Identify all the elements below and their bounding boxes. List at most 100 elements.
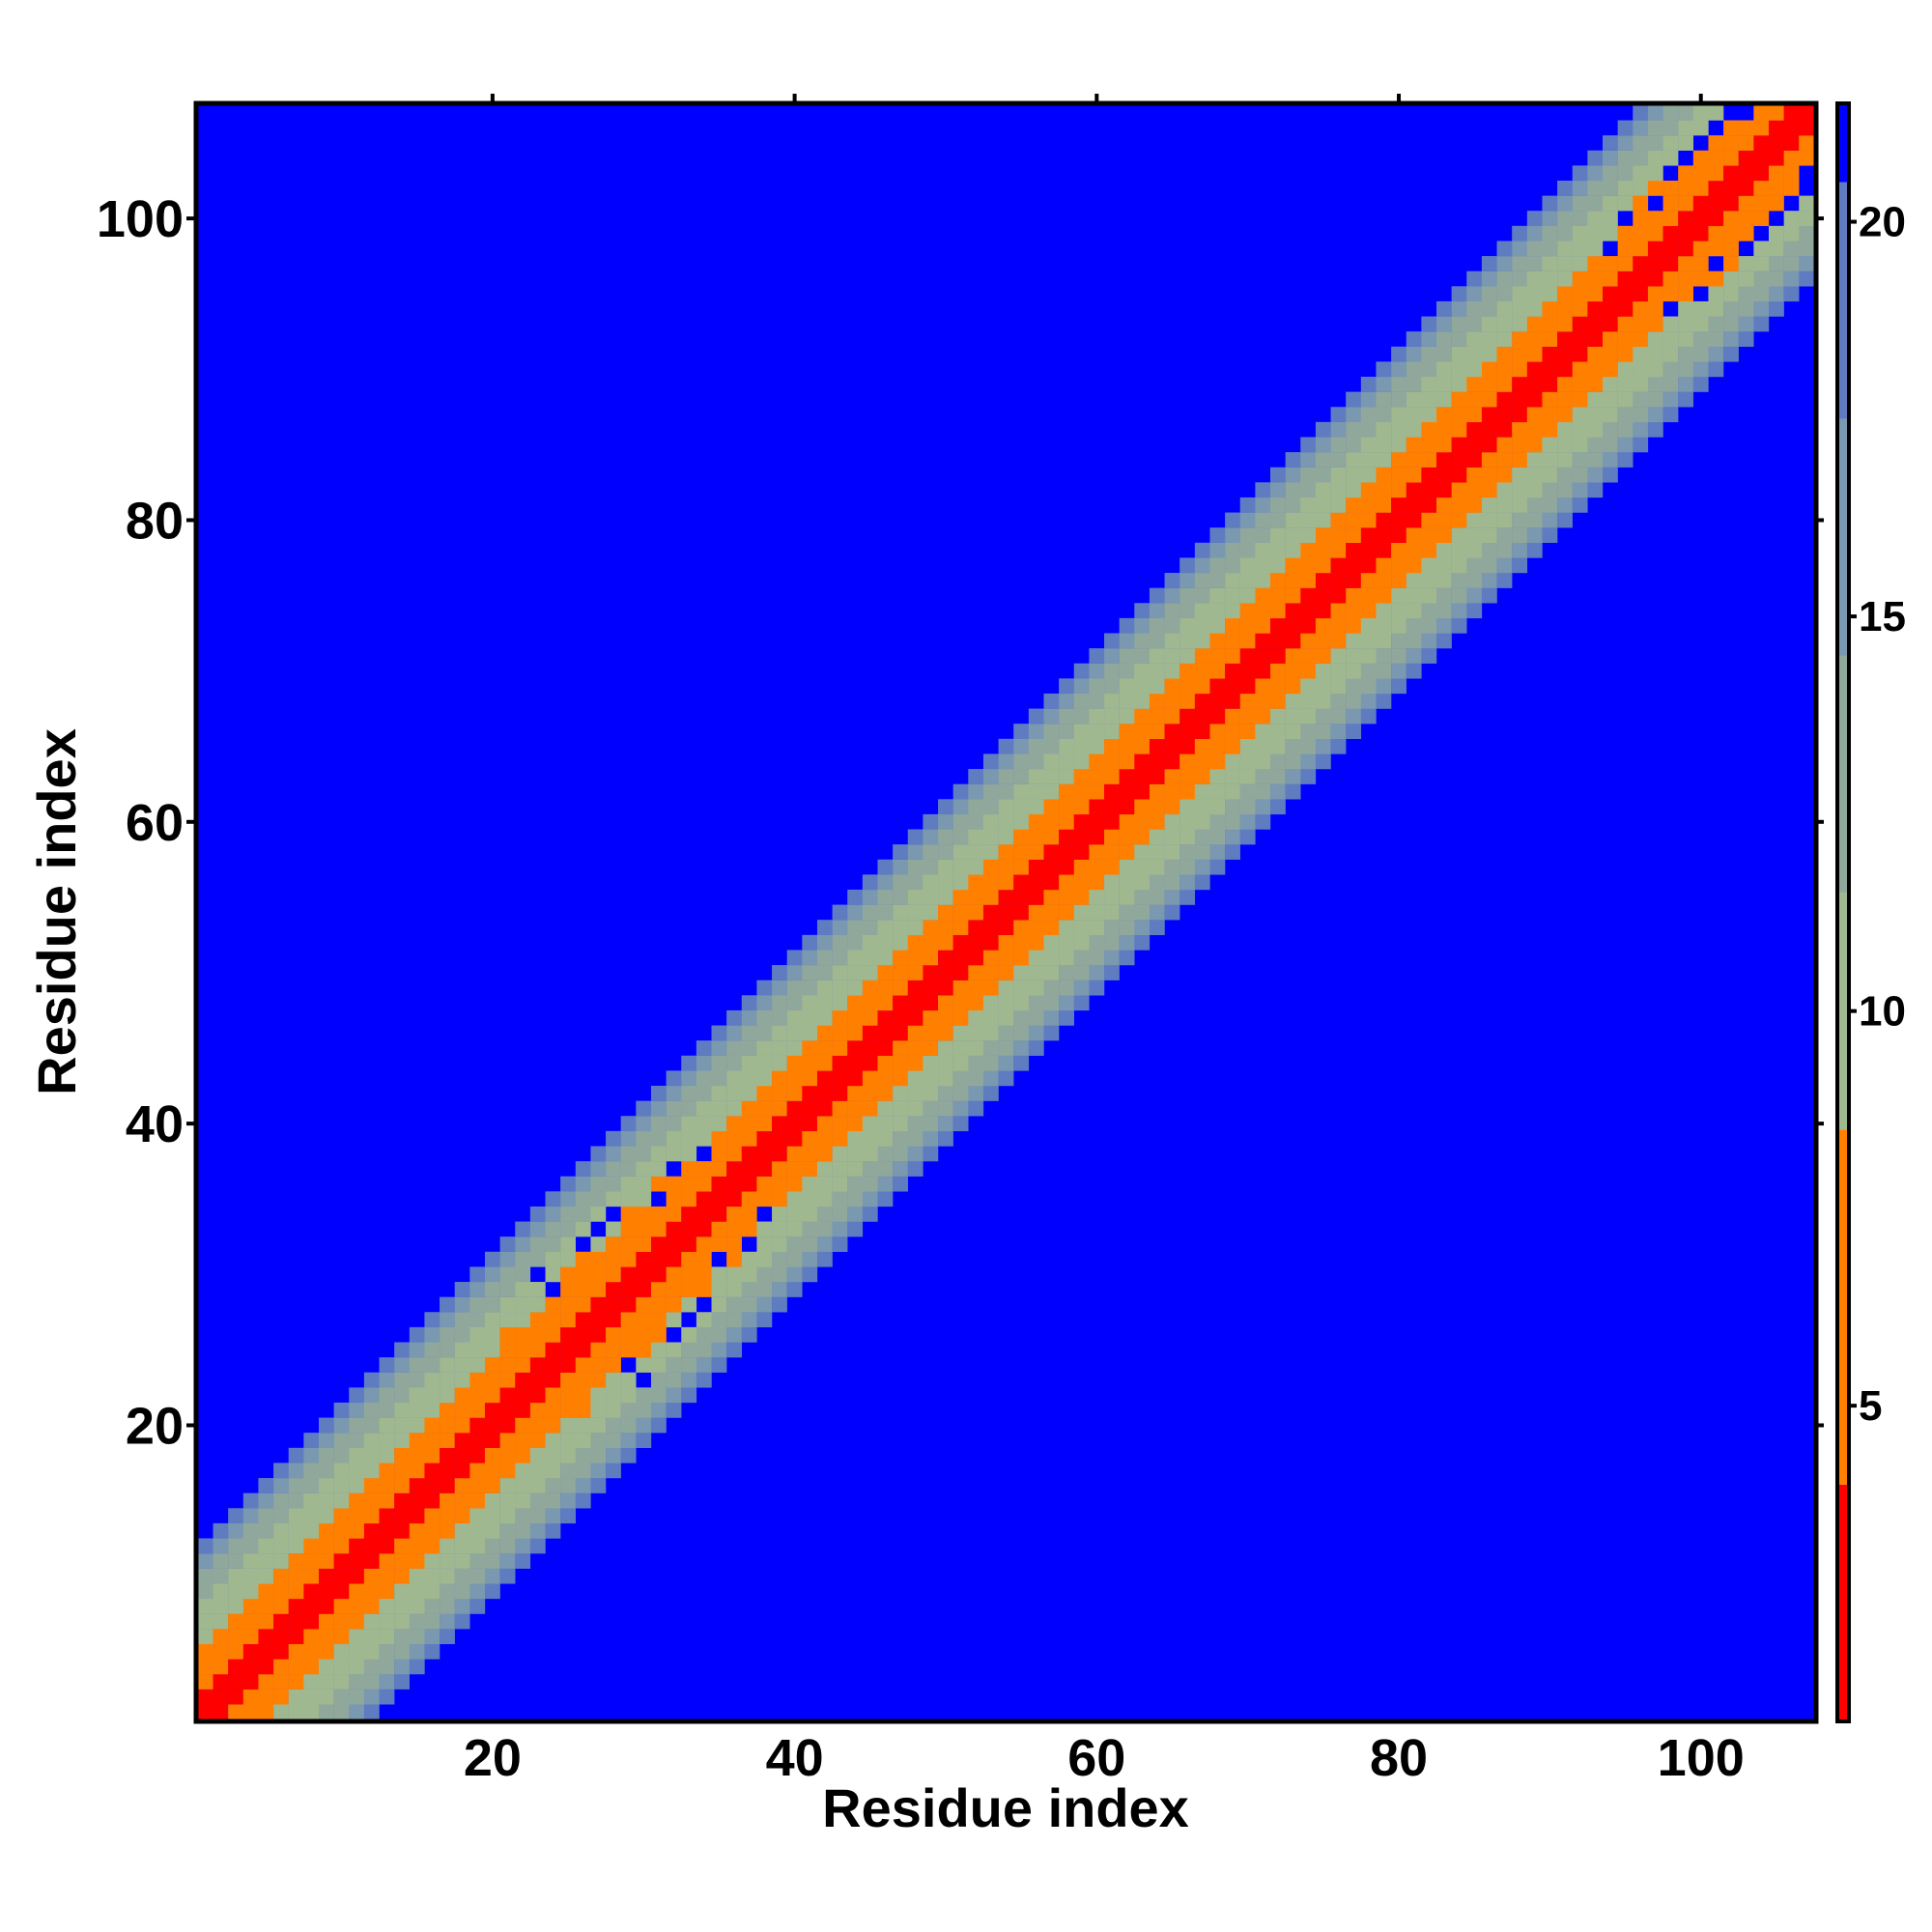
heatmap-cell: [1119, 859, 1135, 875]
heatmap-cell: [1421, 316, 1437, 332]
heatmap-cell: [1692, 316, 1709, 332]
heatmap-cell: [1330, 648, 1347, 664]
heatmap-cell: [545, 1447, 561, 1463]
heatmap-cell: [1028, 753, 1044, 770]
heatmap-cell: [1104, 965, 1120, 980]
heatmap-cell: [816, 1009, 833, 1026]
heatmap-cell: [968, 1085, 984, 1101]
heatmap-cell: [273, 1674, 289, 1690]
heatmap-cell: [952, 813, 969, 830]
heatmap-cell: [923, 965, 939, 980]
heatmap-cell: [1089, 829, 1105, 845]
heatmap-cell: [1239, 542, 1256, 558]
heatmap-cell: [1209, 844, 1226, 860]
heatmap-cell: [349, 1583, 365, 1600]
heatmap-cell: [1708, 241, 1724, 257]
heatmap-cell: [1013, 844, 1030, 860]
heatmap-cell: [1315, 482, 1331, 498]
heatmap-cell: [1134, 769, 1151, 784]
heatmap-cell: [938, 965, 953, 980]
heatmap-cell: [1179, 663, 1196, 679]
heatmap-cell: [318, 1598, 334, 1614]
heatmap-cell: [1496, 300, 1513, 317]
heatmap-cell: [1149, 813, 1165, 830]
heatmap-cell: [968, 859, 984, 875]
heatmap-cell: [1768, 241, 1784, 257]
heatmap-cell: [1708, 165, 1724, 182]
heatmap-cell: [1572, 497, 1588, 513]
heatmap-cell: [1270, 693, 1286, 709]
heatmap-cell: [1557, 512, 1573, 528]
heatmap-cell: [1481, 346, 1497, 362]
heatmap-cell: [893, 1146, 908, 1162]
heatmap-cell: [349, 1508, 365, 1524]
heatmap-cell: [1481, 467, 1497, 483]
heatmap-cell: [952, 1070, 969, 1087]
heatmap-cell: [786, 1100, 803, 1117]
heatmap-cell: [666, 1130, 682, 1147]
heatmap-cell: [1285, 617, 1301, 634]
heatmap-cell: [726, 1146, 742, 1162]
heatmap-cell: [349, 1447, 365, 1463]
heatmap-cell: [726, 1176, 742, 1192]
heatmap-cell: [545, 1206, 561, 1222]
heatmap-cell: [499, 1251, 516, 1267]
heatmap-cell: [1481, 300, 1497, 317]
heatmap-cell: [1647, 361, 1663, 378]
heatmap-cell: [832, 904, 848, 921]
heatmap-cell: [1315, 617, 1331, 634]
heatmap-cell: [303, 1689, 320, 1705]
heatmap-cell: [620, 1372, 637, 1388]
heatmap-cell: [968, 904, 984, 921]
heatmap-cell: [454, 1433, 470, 1448]
heatmap-cell: [1255, 587, 1271, 604]
heatmap-cell: [318, 1553, 334, 1569]
heatmap-cell: [1708, 286, 1724, 302]
heatmap-cell: [1481, 452, 1497, 468]
heatmap-cell: [877, 904, 894, 921]
heatmap-cell: [650, 1176, 667, 1192]
heatmap-cell: [1089, 859, 1105, 875]
heatmap-cell: [696, 1326, 712, 1343]
heatmap-cell: [1194, 663, 1210, 679]
heatmap-cell: [1723, 286, 1739, 302]
heatmap-cell: [1255, 557, 1271, 574]
heatmap-cell: [394, 1433, 410, 1448]
heatmap-cell: [772, 1100, 787, 1117]
heatmap-cell: [1104, 693, 1120, 709]
heatmap-cell: [1315, 557, 1331, 574]
heatmap-cell: [696, 1085, 712, 1101]
heatmap-cell: [469, 1463, 486, 1479]
heatmap-cell: [741, 1296, 757, 1313]
heatmap-cell: [1164, 813, 1180, 830]
heatmap-cell: [213, 1689, 229, 1705]
heatmap-cell: [1662, 135, 1679, 151]
heatmap-cell: [1391, 377, 1406, 392]
heatmap-cell: [1028, 708, 1044, 724]
heatmap-cell: [681, 1342, 697, 1358]
heatmap-cell: [575, 1326, 591, 1343]
heatmap-cell: [1376, 421, 1392, 438]
heatmap-cell: [893, 859, 908, 875]
heatmap-cell: [1134, 934, 1151, 951]
heatmap-cell: [1466, 527, 1483, 543]
heatmap-cell: [499, 1402, 516, 1418]
heatmap-cell: [1406, 452, 1422, 468]
heatmap-cell: [213, 1674, 229, 1690]
heatmap-cell: [1073, 693, 1090, 709]
heatmap-cell: [1376, 497, 1392, 513]
heatmap-cell: [832, 1085, 848, 1101]
heatmap-cell: [1451, 467, 1467, 483]
heatmap-cell: [560, 1221, 576, 1237]
heatmap-cell: [1330, 407, 1347, 423]
heatmap-cell: [1587, 421, 1604, 438]
heatmap-cell: [862, 934, 878, 951]
heatmap-cell: [816, 934, 833, 951]
heatmap-cell: [1089, 678, 1105, 695]
heatmap-cell: [1089, 663, 1105, 679]
heatmap-cell: [499, 1492, 516, 1509]
heatmap-cell: [606, 1296, 621, 1313]
heatmap-cell: [802, 1040, 818, 1056]
heatmap-cell: [363, 1447, 380, 1463]
heatmap-cell: [303, 1492, 320, 1509]
